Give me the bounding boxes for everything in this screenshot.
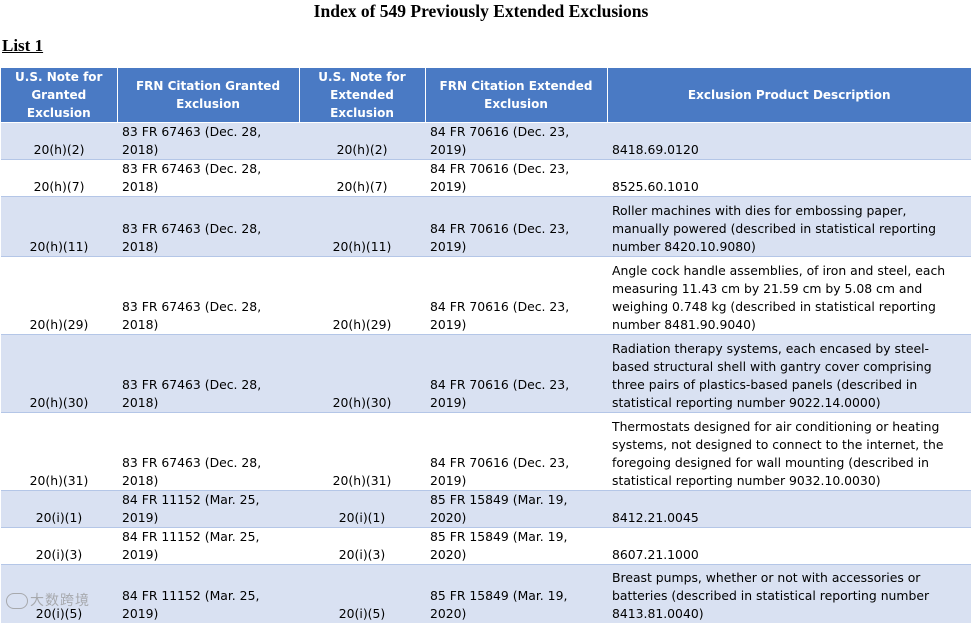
granted-frn-cell: 84 FR 11152 (Mar. 25, 2019) (117, 490, 299, 528)
header-extended-frn: FRN Citation Extended Exclusion (425, 68, 608, 123)
table-row: 20(i)(3) 84 FR 11152 (Mar. 25, 2019) 20(i)… (1, 527, 971, 565)
table-row: 20(h)(29) 83 FR 67463 (Dec. 28, 2018) 20(h… (1, 256, 971, 335)
extended-note-cell: 20(h)(29) (299, 256, 425, 335)
description-cell: Angle cock handle assemblies, of iron an… (607, 256, 971, 335)
granted-note-cell: 20(h)(7) (1, 159, 117, 197)
description-cell: 8418.69.0120 (607, 122, 971, 160)
description-cell: 8525.60.1010 (607, 159, 971, 197)
description-cell: Radiation therapy systems, each encased … (607, 334, 971, 413)
table-row: 20(i)(1) 84 FR 11152 (Mar. 25, 2019) 20(i)… (1, 490, 971, 528)
table-row: 20(i)(5) 84 FR 11152 (Mar. 25, 2019) 20(i)… (1, 564, 971, 623)
header-extended-note: U.S. Note for Extended Exclusion (299, 68, 426, 123)
extended-note-cell: 20(h)(31) (299, 412, 425, 491)
granted-note-cell: 20(i)(3) (1, 527, 117, 565)
table-row: 20(h)(30) 83 FR 67463 (Dec. 28, 2018) 20(h… (1, 334, 971, 413)
header-description: Exclusion Product Description (607, 68, 971, 123)
granted-frn-cell: 83 FR 67463 (Dec. 28, 2018) (117, 256, 299, 335)
header-granted-frn: FRN Citation Granted Exclusion (117, 68, 300, 123)
granted-note-cell: 20(i)(1) (1, 490, 117, 528)
granted-note-cell: 20(h)(29) (1, 256, 117, 335)
watermark-logo-icon (6, 593, 28, 609)
extended-note-cell: 20(h)(30) (299, 334, 425, 413)
granted-frn-cell: 83 FR 67463 (Dec. 28, 2018) (117, 196, 299, 257)
granted-note-cell: 20(h)(2) (1, 122, 117, 160)
document-title: Index of 549 Previously Extended Exclusi… (313, 1, 649, 21)
granted-note-cell: 20(h)(11) (1, 196, 117, 257)
watermark: 大数跨境 (6, 590, 90, 610)
extended-frn-cell: 85 FR 15849 (Mar. 19, 2020) (425, 564, 607, 623)
granted-frn-cell: 84 FR 11152 (Mar. 25, 2019) (117, 527, 299, 565)
extended-note-cell: 20(i)(3) (299, 527, 425, 565)
table-row: 20(h)(7) 83 FR 67463 (Dec. 28, 2018) 20(h)… (1, 159, 971, 197)
table-header-row: U.S. Note for Granted Exclusion FRN Cita… (1, 68, 971, 123)
table-row: 20(h)(2) 83 FR 67463 (Dec. 28, 2018) 20(h)… (1, 122, 971, 160)
watermark-text: 大数跨境 (30, 593, 90, 609)
granted-note-cell: 20(i)(5) (1, 564, 117, 623)
granted-frn-cell: 84 FR 11152 (Mar. 25, 2019) (117, 564, 299, 623)
extended-frn-cell: 84 FR 70616 (Dec. 23, 2019) (425, 196, 607, 257)
description-cell: 8412.21.0045 (607, 490, 971, 528)
granted-note-cell: 20(h)(30) (1, 334, 117, 413)
granted-frn-cell: 83 FR 67463 (Dec. 28, 2018) (117, 122, 299, 160)
description-cell: 8607.21.1000 (607, 527, 971, 565)
description-cell: Thermostats designed for air conditionin… (607, 412, 971, 491)
extended-frn-cell: 84 FR 70616 (Dec. 23, 2019) (425, 412, 607, 491)
extended-note-cell: 20(h)(11) (299, 196, 425, 257)
table-row: 20(h)(31) 83 FR 67463 (Dec. 28, 2018) 20(h… (1, 412, 971, 491)
extended-frn-cell: 84 FR 70616 (Dec. 23, 2019) (425, 334, 607, 413)
extended-note-cell: 20(h)(2) (299, 122, 425, 160)
extended-frn-cell: 84 FR 70616 (Dec. 23, 2019) (425, 159, 607, 197)
extended-note-cell: 20(i)(1) (299, 490, 425, 528)
granted-frn-cell: 83 FR 67463 (Dec. 28, 2018) (117, 334, 299, 413)
granted-frn-cell: 83 FR 67463 (Dec. 28, 2018) (117, 412, 299, 491)
header-granted-note: U.S. Note for Granted Exclusion (1, 68, 118, 123)
table-row: 20(h)(11) 83 FR 67463 (Dec. 28, 2018) 20(h… (1, 196, 971, 257)
extended-frn-cell: 85 FR 15849 (Mar. 19, 2020) (425, 490, 607, 528)
description-cell: Breast pumps, whether or not with access… (607, 564, 971, 623)
exclusions-table: U.S. Note for Granted Exclusion FRN Cita… (1, 68, 971, 623)
extended-frn-cell: 85 FR 15849 (Mar. 19, 2020) (425, 527, 607, 565)
extended-frn-cell: 84 FR 70616 (Dec. 23, 2019) (425, 122, 607, 160)
extended-note-cell: 20(h)(7) (299, 159, 425, 197)
granted-note-cell: 20(h)(31) (1, 412, 117, 491)
description-cell: Roller machines with dies for embossing … (607, 196, 971, 257)
extended-frn-cell: 84 FR 70616 (Dec. 23, 2019) (425, 256, 607, 335)
granted-frn-cell: 83 FR 67463 (Dec. 28, 2018) (117, 159, 299, 197)
extended-note-cell: 20(i)(5) (299, 564, 425, 623)
list-label: List 1 (2, 36, 44, 55)
